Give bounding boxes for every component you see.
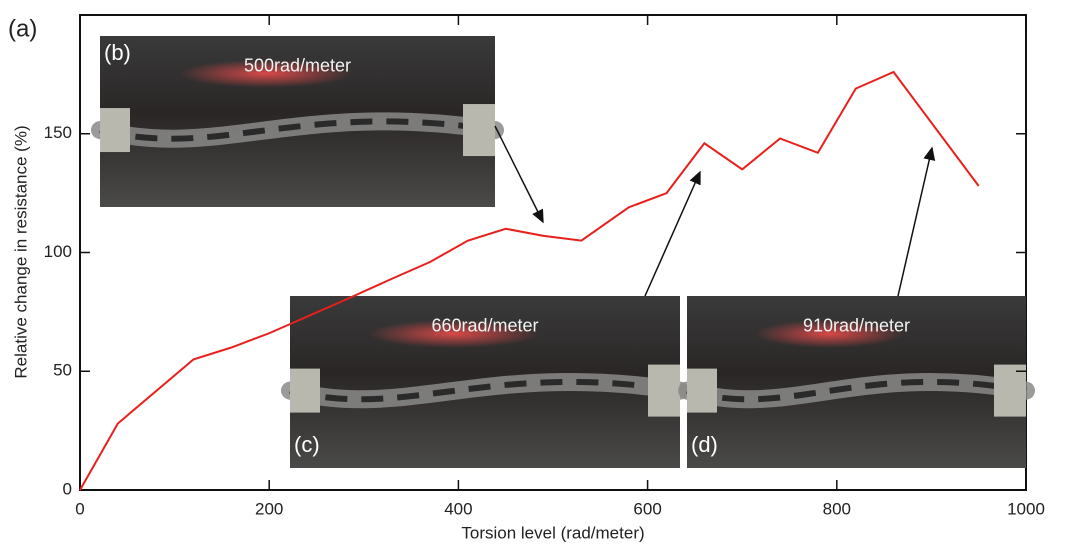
y-tick-label: 150	[44, 123, 72, 142]
inset-label: (b)	[104, 40, 131, 65]
inset-clamp	[100, 108, 130, 152]
chart: (a) Torsion level (rad/meter) Relative c…	[0, 0, 1065, 546]
arrows	[495, 126, 932, 296]
inset-caption: 910rad/meter	[803, 316, 910, 336]
arrow	[645, 172, 700, 296]
inset-label: (d)	[691, 432, 718, 457]
x-tick-label: 0	[75, 499, 84, 518]
arrow	[898, 148, 932, 296]
x-tick-label: 800	[823, 499, 851, 518]
insets: 500rad/meter (b) 660rad/meter (c) 910rad/met…	[100, 36, 1026, 468]
y-axis-label: Relative change in resistance (%)	[11, 125, 30, 378]
inset-caption: 660rad/meter	[431, 316, 538, 336]
inset-caption: 500rad/meter	[244, 56, 351, 76]
inset-clamp	[687, 369, 717, 413]
x-tick-label: 200	[255, 499, 283, 518]
inset-clamp	[463, 104, 495, 156]
y-tick-label: 100	[44, 242, 72, 261]
panel-label: (a)	[8, 15, 37, 42]
x-tick-label: 1000	[1007, 499, 1045, 518]
inset-clamp	[994, 365, 1026, 417]
x-axis-label: Torsion level (rad/meter)	[461, 523, 644, 542]
inset-label: (c)	[294, 432, 320, 457]
y-tick-label: 0	[63, 479, 72, 498]
inset-clamp	[648, 365, 680, 417]
arrow	[495, 126, 543, 222]
inset-clamp	[290, 369, 320, 413]
y-tick-label: 50	[53, 361, 72, 380]
x-tick-label: 400	[444, 499, 472, 518]
x-tick-label: 600	[633, 499, 661, 518]
